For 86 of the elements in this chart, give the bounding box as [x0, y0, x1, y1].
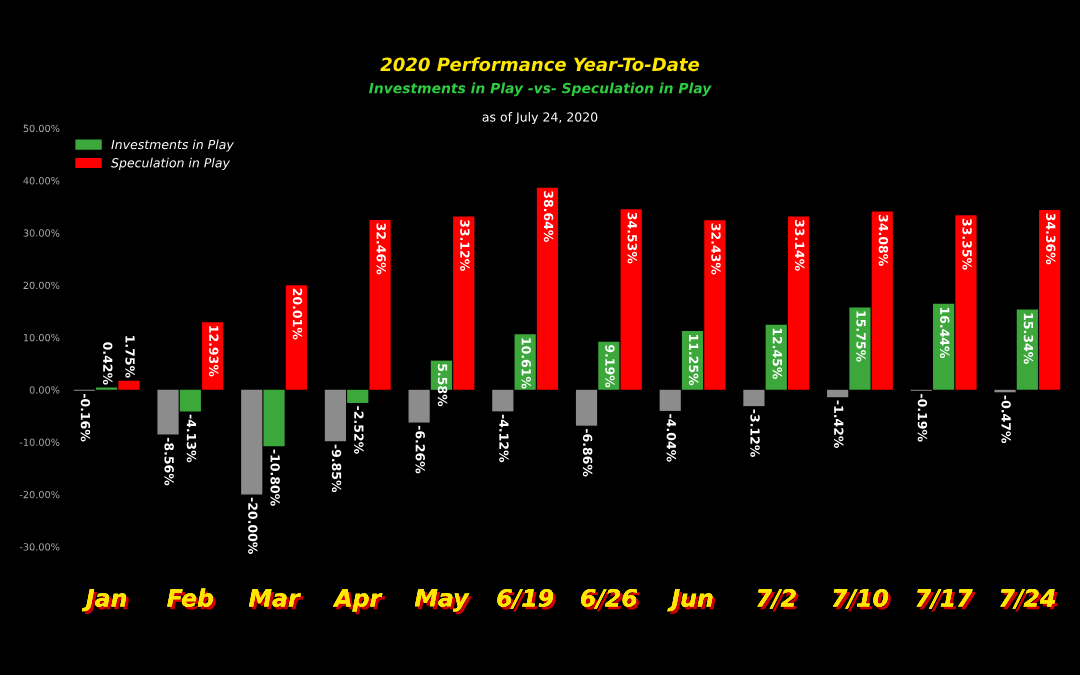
bar	[118, 380, 140, 390]
y-tick-label: 30.00%	[23, 229, 60, 237]
bar	[743, 389, 765, 407]
data-label: 15.75%	[856, 311, 866, 362]
data-label: -2.52%	[354, 406, 364, 454]
y-tick-label: 20.00%	[23, 281, 60, 290]
x-tick-label: Feb	[167, 588, 216, 610]
y-tick-label: 40.00%	[23, 177, 60, 185]
bar	[871, 211, 893, 390]
data-label: -1.42%	[834, 400, 844, 449]
bar	[369, 220, 391, 390]
bar	[955, 215, 977, 390]
data-label: 16.44%	[940, 307, 950, 359]
text: as of July 24, 2020	[482, 112, 598, 125]
data-label: 33.35%	[962, 218, 972, 270]
data-label: -4.04%	[666, 414, 677, 462]
x-tick-label: May	[414, 589, 473, 615]
data-label: 33.14%	[794, 219, 805, 271]
x-tick-label: 7/2	[757, 589, 799, 612]
bar	[324, 389, 347, 442]
data-label: -6.86%	[582, 428, 593, 477]
bar	[263, 389, 285, 447]
data-label: 0.42%	[103, 342, 113, 385]
bar	[787, 216, 810, 390]
y-tick-label: -30.00%	[19, 543, 60, 551]
bar	[536, 187, 559, 390]
data-label: 12.45%	[772, 328, 783, 379]
legend-label: Speculation in Play	[111, 157, 231, 170]
data-label: -3.12%	[750, 409, 760, 457]
data-label: 38.64%	[543, 191, 554, 242]
y-tick-label: 10.00%	[23, 333, 60, 342]
data-label: 10.61%	[521, 338, 531, 389]
bar	[575, 389, 598, 426]
data-label: 34.53%	[627, 212, 637, 264]
bar	[179, 389, 201, 412]
legend-label: Investments in Play	[111, 139, 234, 152]
bar	[347, 389, 369, 403]
data-label: 32.43%	[711, 223, 721, 275]
bar	[285, 285, 307, 390]
data-label: -10.80%	[270, 449, 280, 506]
x-tick-label: Apr	[332, 589, 386, 615]
data-label: 11.25%	[688, 334, 699, 386]
data-label: 9.19%	[605, 345, 615, 388]
bar	[241, 389, 263, 495]
x-tick-label: Jan	[81, 589, 129, 615]
x-tick-label: Mar	[249, 589, 304, 610]
x-tick-label: 6/19	[497, 589, 556, 612]
x-tick-label: 7/10	[832, 589, 891, 612]
x-tick-label: Jun	[667, 589, 716, 615]
chart-subtitle: Investments in Play -vs- Speculation in Play	[369, 82, 712, 97]
bar	[453, 216, 475, 390]
data-label: 15.34%	[1023, 313, 1034, 364]
data-label: 20.01%	[292, 288, 303, 340]
data-label: 32.46%	[376, 223, 386, 275]
data-label: 1.75%	[125, 336, 135, 378]
bar	[849, 307, 871, 390]
data-label: -6.26%	[415, 425, 425, 474]
bar	[620, 209, 642, 390]
chart-title: 2020 Performance Year-To-Date	[380, 57, 700, 72]
bar	[408, 389, 430, 423]
data-label: -4.13%	[186, 414, 197, 463]
data-label: 33.12%	[460, 220, 470, 271]
data-label: 12.93%	[209, 326, 219, 377]
y-tick-label: -10.00%	[19, 438, 60, 446]
data-label: -0.19%	[917, 394, 928, 442]
data-label: -8.56%	[164, 437, 174, 486]
data-label: 5.58%	[437, 364, 448, 407]
bar	[1039, 210, 1061, 390]
bar	[827, 389, 849, 398]
bar	[157, 389, 179, 435]
x-tick-label: 7/24	[1000, 589, 1058, 612]
data-label: -9.85%	[331, 444, 342, 493]
y-tick-label: -20.00%	[19, 490, 60, 499]
bar	[704, 220, 726, 390]
data-label: -0.47%	[1001, 395, 1011, 444]
data-label: -20.00%	[248, 497, 258, 554]
bar	[492, 389, 514, 412]
data-label: -4.12%	[499, 414, 509, 463]
y-tick-label: 50.00%	[23, 124, 60, 133]
y-tick-label: 0.00%	[29, 386, 60, 394]
x-tick-label: 7/17	[916, 589, 976, 612]
data-label: -0.16%	[80, 393, 91, 442]
bar	[659, 389, 681, 411]
x-tick-label: 6/26	[581, 589, 640, 612]
data-label: 34.08%	[878, 214, 889, 266]
data-label: 34.36%	[1046, 213, 1056, 265]
